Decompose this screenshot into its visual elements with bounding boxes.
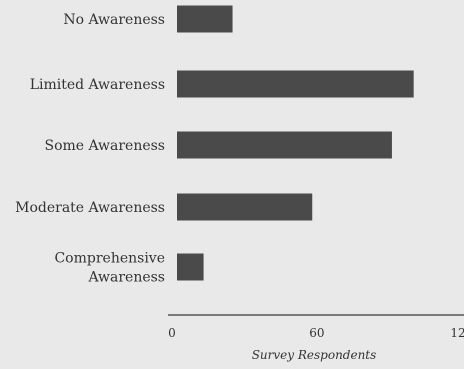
bar-4 [177, 253, 204, 281]
category-label-line: Limited Awareness [30, 77, 165, 93]
bar-1 [177, 70, 414, 98]
category-label-line: Awareness [88, 270, 165, 286]
category-labels: No Awareness Limited Awareness Some Awaren… [15, 12, 165, 286]
bars-group [177, 5, 414, 281]
x-axis-title: Survey Respondents [252, 348, 377, 362]
category-label-line: Some Awareness [45, 138, 166, 154]
bar-0 [177, 5, 233, 33]
category-label-3: Moderate Awareness [15, 200, 165, 216]
category-label-4: Comprehensive Awareness [54, 251, 165, 286]
x-tick-label-1: 60 [309, 326, 324, 340]
x-axis-ticks: 060120180240 [168, 326, 464, 340]
category-label-line: Moderate Awareness [15, 200, 165, 216]
bar-3 [177, 193, 313, 221]
bar-2 [177, 131, 392, 159]
category-label-1: Limited Awareness [30, 77, 165, 93]
category-label-line: No Awareness [63, 12, 165, 28]
x-tick-label-0: 0 [168, 326, 176, 340]
x-tick-label-2: 120 [450, 326, 464, 340]
category-label-line: Comprehensive [54, 251, 165, 267]
category-label-0: No Awareness [63, 12, 165, 28]
category-label-2: Some Awareness [45, 138, 166, 154]
